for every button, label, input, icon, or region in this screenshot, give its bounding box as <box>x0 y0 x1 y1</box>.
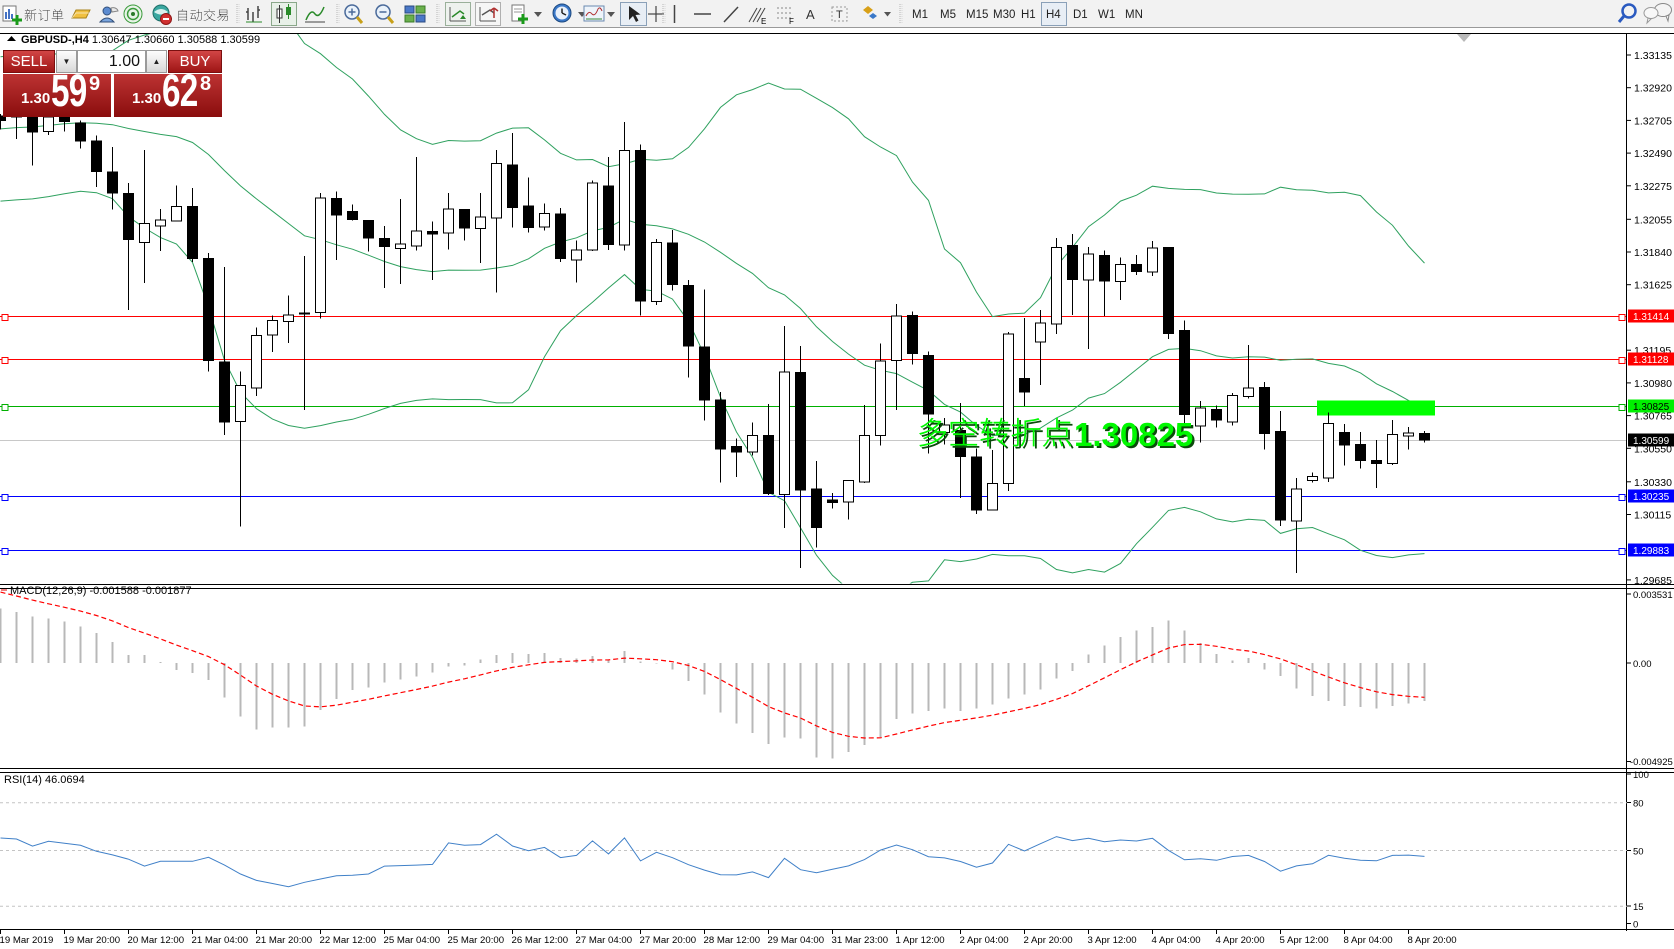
svg-text:1.30980: 1.30980 <box>1634 378 1672 390</box>
svg-text:2 Apr 04:00: 2 Apr 04:00 <box>960 935 1009 946</box>
svg-text:1.30825: 1.30825 <box>1633 402 1670 413</box>
svg-text:1 Apr 12:00: 1 Apr 12:00 <box>896 935 945 946</box>
svg-text:28 Mar 12:00: 28 Mar 12:00 <box>704 935 761 946</box>
svg-text:GBPUSD-,H4 1.30647 1.30660 1.: GBPUSD-,H4 1.30647 1.30660 1.30588 1.305… <box>21 34 260 46</box>
svg-text:1.33135: 1.33135 <box>1634 50 1672 62</box>
svg-text:25 Mar 20:00: 25 Mar 20:00 <box>448 935 505 946</box>
svg-text:1.30599: 1.30599 <box>1633 436 1670 447</box>
svg-text:4 Apr 20:00: 4 Apr 20:00 <box>1216 935 1265 946</box>
svg-text:1.30330: 1.30330 <box>1634 477 1672 489</box>
svg-text:T: T <box>836 9 843 21</box>
svg-text:20 Mar 12:00: 20 Mar 12:00 <box>128 935 185 946</box>
svg-text:MACD(12,26,9) -0.001588 -0.001: MACD(12,26,9) -0.001588 -0.001877 <box>10 585 192 597</box>
svg-text:1.29883: 1.29883 <box>1633 546 1670 557</box>
svg-text:2 Apr 20:00: 2 Apr 20:00 <box>1024 935 1073 946</box>
svg-text:15: 15 <box>1633 902 1644 913</box>
svg-text:1.31414: 1.31414 <box>1633 312 1670 323</box>
svg-text:1.30765: 1.30765 <box>1634 411 1672 423</box>
svg-text:22 Mar 12:00: 22 Mar 12:00 <box>320 935 377 946</box>
svg-text:19 Mar 20:00: 19 Mar 20:00 <box>64 935 121 946</box>
svg-text:W1: W1 <box>1098 9 1115 21</box>
svg-text:1.32490: 1.32490 <box>1634 148 1672 160</box>
svg-text:D1: D1 <box>1073 9 1088 21</box>
svg-text:1.32705: 1.32705 <box>1634 115 1672 127</box>
svg-text:1.31625: 1.31625 <box>1634 280 1672 292</box>
svg-text:M5: M5 <box>940 9 956 21</box>
svg-text:80: 80 <box>1633 799 1644 810</box>
svg-text:1.30235: 1.30235 <box>1633 492 1670 503</box>
svg-text:8 Apr 20:00: 8 Apr 20:00 <box>1408 935 1457 946</box>
svg-text:1.30825: 1.30825 <box>1076 418 1195 455</box>
svg-text:0.003531: 0.003531 <box>1633 590 1673 601</box>
svg-text:50: 50 <box>1633 847 1644 858</box>
svg-text:1.32275: 1.32275 <box>1634 181 1672 193</box>
svg-text:1.30825: 1.30825 <box>1074 416 1193 453</box>
svg-text:0.00: 0.00 <box>1633 659 1652 670</box>
svg-text:21 Mar 20:00: 21 Mar 20:00 <box>256 935 313 946</box>
svg-text:26 Mar 12:00: 26 Mar 12:00 <box>512 935 569 946</box>
svg-text:0: 0 <box>1633 920 1638 931</box>
svg-text:100: 100 <box>1633 770 1649 781</box>
svg-text:25 Mar 04:00: 25 Mar 04:00 <box>384 935 441 946</box>
svg-text:1.32920: 1.32920 <box>1634 83 1672 95</box>
svg-text:19 Mar 2019: 19 Mar 2019 <box>0 935 53 946</box>
svg-text:1.30115: 1.30115 <box>1634 510 1671 522</box>
svg-text:3 Apr 12:00: 3 Apr 12:00 <box>1088 935 1137 946</box>
svg-text:1.29685: 1.29685 <box>1634 575 1672 587</box>
svg-text:H1: H1 <box>1021 9 1036 21</box>
svg-text:1.31128: 1.31128 <box>1633 355 1669 366</box>
svg-text:H4: H4 <box>1046 9 1061 21</box>
svg-text:8 Apr 04:00: 8 Apr 04:00 <box>1344 935 1393 946</box>
svg-text:1.31840: 1.31840 <box>1634 247 1672 259</box>
svg-text:1.32055: 1.32055 <box>1634 214 1672 226</box>
svg-text:M1: M1 <box>912 9 928 21</box>
svg-text:21 Mar 04:00: 21 Mar 04:00 <box>192 935 249 946</box>
svg-text:29 Mar 04:00: 29 Mar 04:00 <box>768 935 825 946</box>
svg-text:MN: MN <box>1125 9 1143 21</box>
svg-text:E: E <box>761 17 766 26</box>
svg-text:M15: M15 <box>966 9 988 21</box>
svg-text:M30: M30 <box>993 9 1015 21</box>
svg-text:27 Mar 04:00: 27 Mar 04:00 <box>576 935 633 946</box>
svg-text:-0.004925: -0.004925 <box>1630 757 1673 768</box>
svg-text:4 Apr 04:00: 4 Apr 04:00 <box>1152 935 1201 946</box>
svg-text:RSI(14) 46.0694: RSI(14) 46.0694 <box>4 774 85 786</box>
svg-text:A: A <box>806 7 815 22</box>
svg-text:31 Mar 23:00: 31 Mar 23:00 <box>832 935 889 946</box>
svg-text:F: F <box>789 17 794 26</box>
svg-text:27 Mar 20:00: 27 Mar 20:00 <box>640 935 697 946</box>
svg-text:5 Apr 12:00: 5 Apr 12:00 <box>1280 935 1329 946</box>
